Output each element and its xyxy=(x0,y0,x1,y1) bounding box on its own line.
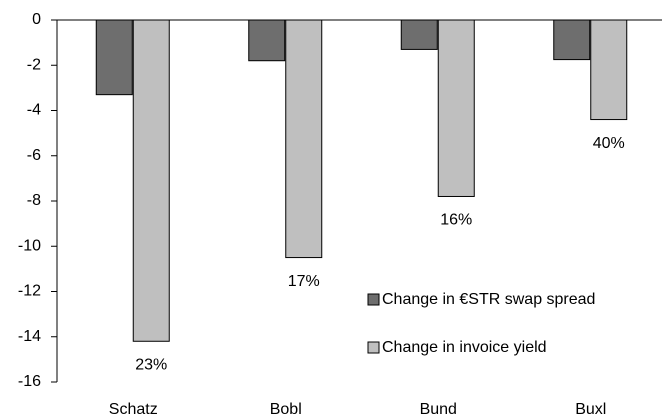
y-tick-label: -10 xyxy=(18,237,41,254)
legend-swatch xyxy=(367,341,380,354)
annotation: 23% xyxy=(135,356,167,373)
legend-swatch xyxy=(367,293,380,306)
bar xyxy=(400,19,438,50)
y-tick-label: -14 xyxy=(18,328,41,345)
bar xyxy=(132,19,170,342)
bar xyxy=(248,19,286,62)
annotation: 17% xyxy=(288,273,320,290)
legend-label: Change in invoice yield xyxy=(382,339,547,356)
bar xyxy=(285,19,323,259)
bar xyxy=(437,19,475,197)
x-tick-label: Schatz xyxy=(109,401,158,418)
x-tick-label: Bobl xyxy=(270,401,302,418)
y-tick-label: -4 xyxy=(27,102,41,119)
annotation: 16% xyxy=(440,212,472,229)
y-tick-label: -2 xyxy=(27,56,41,73)
annotation: 40% xyxy=(593,135,625,152)
bar xyxy=(590,19,628,121)
y-tick-label: -6 xyxy=(27,147,41,164)
x-tick-label: Buxl xyxy=(575,401,606,418)
y-tick-label: -12 xyxy=(18,283,41,300)
y-tick-label: -16 xyxy=(18,373,41,390)
bar xyxy=(553,19,591,61)
y-tick-label: 0 xyxy=(32,11,41,28)
bar xyxy=(95,19,133,96)
legend-label: Change in €STR swap spread xyxy=(382,291,595,308)
y-tick-label: -8 xyxy=(27,192,41,209)
x-tick-label: Bund xyxy=(420,401,457,418)
